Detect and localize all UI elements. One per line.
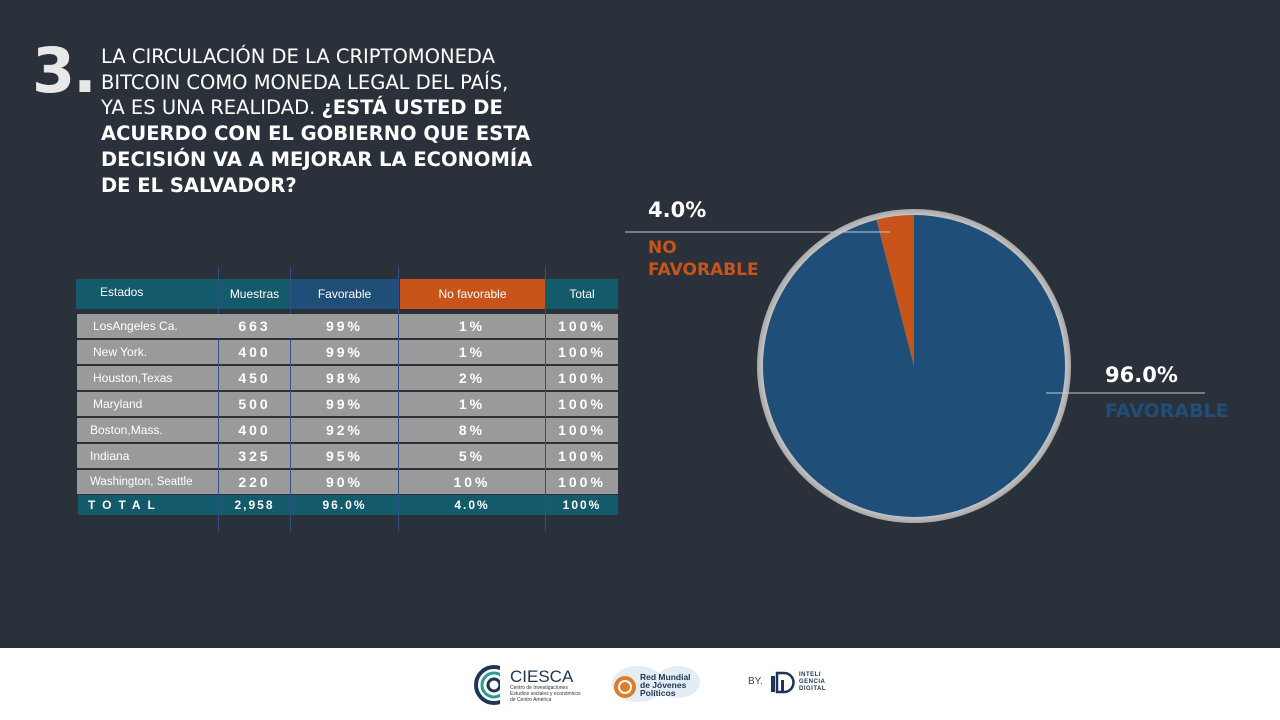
header-estados: Estados — [76, 279, 218, 309]
row-total: 100% — [546, 314, 618, 338]
ciesca-logo: CIESCA Centro de Investigaciones Estudio… — [474, 665, 581, 705]
slice-label-line: NO — [648, 238, 677, 258]
row-favorable: 95% — [291, 444, 398, 468]
row-favorable: 90% — [291, 470, 398, 494]
slice-value-no-favorable: 4.0% — [648, 198, 707, 222]
inteligencia-logo: INTELI GENCIA DIGITAL — [770, 670, 826, 694]
header-total: Total — [546, 279, 618, 309]
footer: CIESCA Centro de Investigaciones Estudio… — [0, 648, 1280, 720]
row-samples: 500 — [219, 392, 290, 416]
header-muestras: Muestras — [219, 279, 290, 309]
row-samples: 400 — [219, 418, 290, 442]
table-total-row: TOTAL 2,958 96.0% 4.0% 100% — [76, 495, 621, 515]
table-row: LosAngeles Ca. 663 99% 1% 100% — [76, 314, 621, 338]
red-mundial-line: Políticos — [640, 688, 676, 698]
row-total: 100% — [546, 340, 618, 364]
table-row: Maryland 500 99% 1% 100% — [76, 392, 621, 416]
row-samples: 325 — [219, 444, 290, 468]
row-total: 100% — [546, 444, 618, 468]
pie-slice-favorable — [763, 215, 1065, 517]
row-total: 100% — [546, 392, 618, 416]
total-samples: 2,958 — [219, 495, 290, 515]
inteligencia-text: INTELI GENCIA DIGITAL — [799, 672, 826, 693]
by-label: BY. — [748, 676, 763, 687]
table-row: Boston,Mass. 400 92% 8% 100% — [76, 418, 621, 442]
world-map-icon — [612, 666, 700, 702]
slice-label-line: FAVORABLE — [648, 260, 759, 280]
pie-slice-no-favorable — [876, 215, 914, 366]
question-number: 3. — [32, 34, 97, 107]
row-state: Washington, Seattle — [77, 470, 218, 494]
row-no-favorable: 8% — [399, 418, 545, 442]
ciesca-name: CIESCA — [510, 666, 574, 686]
table-divider — [290, 267, 291, 531]
row-state: Maryland — [77, 392, 218, 416]
slice-label-favorable: FAVORABLE — [1105, 400, 1229, 422]
row-no-favorable: 1% — [399, 392, 545, 416]
slice-value-favorable: 96.0% — [1105, 363, 1178, 387]
row-favorable: 99% — [291, 340, 398, 364]
row-favorable: 98% — [291, 366, 398, 390]
row-state: Indiana — [77, 444, 218, 468]
inteligencia-line: DIGITAL — [799, 685, 827, 692]
total-label: TOTAL — [78, 495, 218, 515]
slice-label-no-favorable: NO FAVORABLE — [648, 237, 759, 281]
row-favorable: 99% — [291, 314, 398, 338]
question-line-bold: ACUERDO CON EL GOBIERNO QUE ESTA — [101, 122, 531, 146]
pie-chart — [625, 209, 1205, 523]
row-state: Boston,Mass. — [77, 418, 218, 442]
inteligencia-line: INTELI — [799, 671, 821, 678]
row-samples: 400 — [219, 340, 290, 364]
row-samples: 220 — [219, 470, 290, 494]
question-line: LA CIRCULACIÓN DE LA CRIPTOMONEDA — [101, 45, 495, 68]
row-no-favorable: 5% — [399, 444, 545, 468]
ciesca-icon — [474, 665, 514, 705]
table-row: Indiana 325 95% 5% 100% — [76, 444, 621, 468]
total-favorable: 96.0% — [291, 495, 398, 515]
row-no-favorable: 2% — [399, 366, 545, 390]
total-no-favorable: 4.0% — [399, 495, 545, 515]
question-line: YA ES UNA REALIDAD. — [101, 96, 316, 120]
table-divider — [218, 267, 219, 531]
slide: 3. LA CIRCULACIÓN DE LA CRIPTOMONEDA BIT… — [32, 34, 1229, 531]
table-divider — [545, 267, 546, 531]
red-mundial-logo: Red Mundial de Jóvenes Políticos — [608, 662, 702, 708]
question-line-bold: DE EL SALVADOR? — [101, 173, 297, 197]
question-line-bold: DECISIÓN VA A MEJORAR LA ECONOMÍA — [101, 147, 533, 171]
ciesca-subtitle: Centro de Investigaciones — [510, 684, 568, 691]
red-mundial-line: de Jóvenes — [640, 680, 687, 690]
row-total: 100% — [546, 418, 618, 442]
header-no-favorable: No favorable — [400, 279, 545, 309]
row-favorable: 92% — [291, 418, 398, 442]
ciesca-subtitle: de Centro América — [510, 696, 552, 703]
row-samples: 450 — [219, 366, 290, 390]
row-samples: 663 — [219, 314, 290, 338]
row-state: New York. — [77, 340, 218, 364]
row-favorable: 99% — [291, 392, 398, 416]
ciesca-text: CIESCA Centro de Investigaciones Estudio… — [510, 668, 581, 703]
question-text: LA CIRCULACIÓN DE LA CRIPTOMONEDA BITCOI… — [101, 44, 581, 198]
red-mundial-text: Red Mundial de Jóvenes Políticos — [640, 672, 691, 698]
row-no-favorable: 1% — [399, 340, 545, 364]
table-row: New York. 400 99% 1% 100% — [76, 340, 621, 364]
row-total: 100% — [546, 470, 618, 494]
row-no-favorable: 1% — [399, 314, 545, 338]
inteligencia-line: GENCIA — [799, 678, 826, 685]
table-row: Houston,Texas 450 98% 2% 100% — [76, 366, 621, 390]
row-state: Houston,Texas — [77, 366, 218, 390]
header-favorable: Favorable — [291, 279, 398, 309]
row-total: 100% — [546, 366, 618, 390]
question-line: BITCOIN COMO MONEDA LEGAL DEL PAÍS, — [101, 70, 509, 94]
table-row: Washington, Seattle 220 90% 10% 100% — [76, 470, 621, 494]
inteligencia-icon — [771, 671, 795, 694]
question-line-bold: ¿ESTÁ USTED DE — [321, 96, 503, 120]
table-divider — [398, 267, 399, 531]
ciesca-subtitle: Estudios sociales y económicos — [510, 690, 581, 697]
red-mundial-line: Red Mundial — [640, 672, 691, 682]
total-total: 100% — [546, 495, 618, 515]
row-no-favorable: 10% — [399, 470, 545, 494]
